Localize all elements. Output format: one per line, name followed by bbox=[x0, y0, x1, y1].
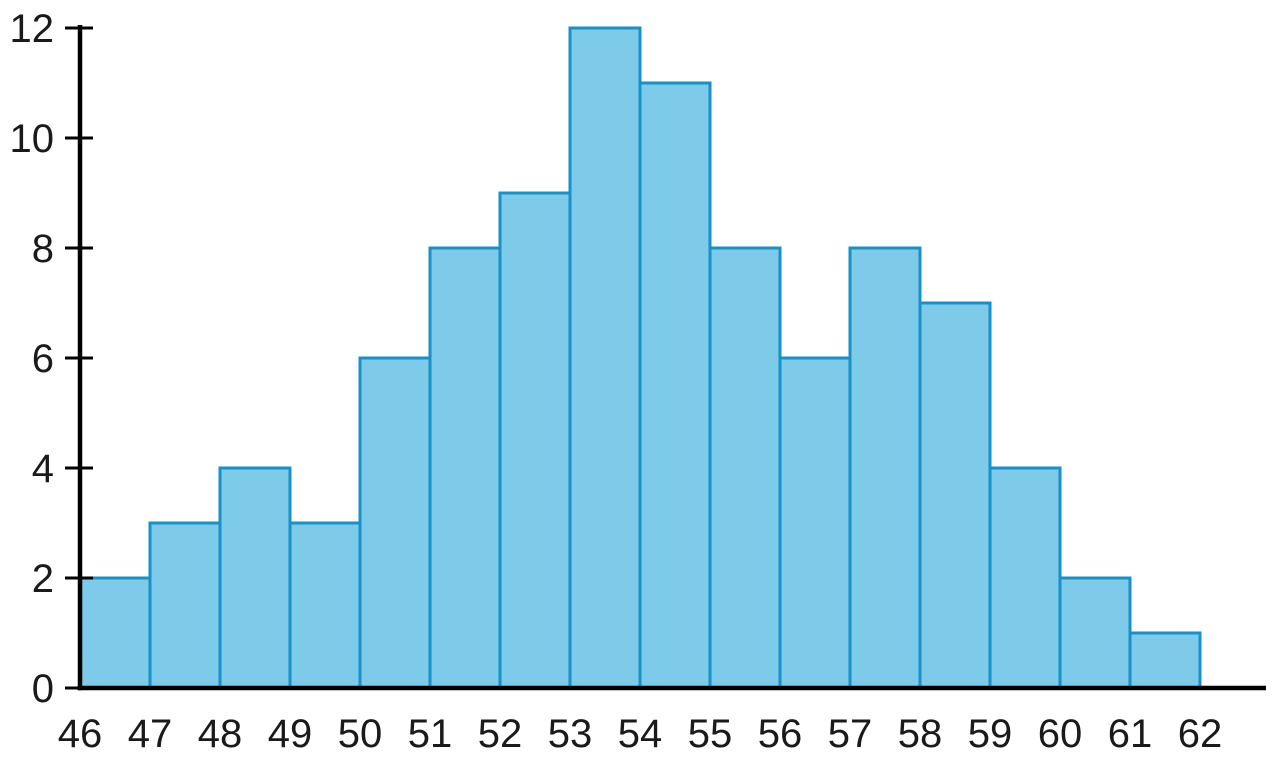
histogram-bar bbox=[288, 521, 362, 690]
histogram-bar bbox=[498, 191, 572, 690]
x-axis-tick-label: 54 bbox=[618, 712, 663, 756]
y-axis-tick-label: 12 bbox=[10, 7, 55, 51]
x-axis-tick-label: 49 bbox=[268, 712, 313, 756]
x-axis-tick-label: 59 bbox=[968, 712, 1013, 756]
x-axis-tick-label: 47 bbox=[128, 712, 173, 756]
histogram-bar bbox=[848, 246, 922, 690]
x-axis-tick-label: 50 bbox=[338, 712, 383, 756]
histogram-bar bbox=[918, 301, 992, 690]
histogram-bar bbox=[148, 521, 222, 690]
y-axis-tick-label: 2 bbox=[32, 557, 54, 601]
histogram-bar bbox=[358, 356, 432, 690]
x-axis-tick-label: 60 bbox=[1038, 712, 1083, 756]
histogram-bar bbox=[428, 246, 502, 690]
x-axis-tick-label: 53 bbox=[548, 712, 593, 756]
x-axis-tick-label: 56 bbox=[758, 712, 803, 756]
x-axis-tick-label: 61 bbox=[1108, 712, 1153, 756]
y-axis-tick-label: 0 bbox=[32, 667, 54, 711]
y-axis-tick-label: 6 bbox=[32, 337, 54, 381]
histogram-bar bbox=[778, 356, 852, 690]
histogram-bar bbox=[218, 466, 292, 690]
histogram-bar bbox=[1058, 576, 1132, 690]
x-axis-tick-label: 52 bbox=[478, 712, 523, 756]
x-axis-tick-label: 48 bbox=[198, 712, 243, 756]
histogram-bar bbox=[568, 26, 642, 690]
y-axis-tick-label: 4 bbox=[32, 447, 54, 491]
histogram-bar bbox=[708, 246, 782, 690]
x-axis-tick-label: 51 bbox=[408, 712, 453, 756]
histogram-bar bbox=[638, 81, 712, 690]
y-axis-tick-label: 10 bbox=[10, 117, 55, 161]
histogram-bar bbox=[1128, 631, 1202, 690]
x-axis-tick-label: 46 bbox=[58, 712, 103, 756]
x-axis-tick-label: 58 bbox=[898, 712, 943, 756]
x-axis-tick-label: 57 bbox=[828, 712, 873, 756]
x-axis-tick-label: 55 bbox=[688, 712, 733, 756]
histogram-bar bbox=[988, 466, 1062, 690]
histogram-bar bbox=[78, 576, 152, 690]
x-axis-tick-label: 62 bbox=[1178, 712, 1223, 756]
y-axis-tick-label: 8 bbox=[32, 227, 54, 271]
